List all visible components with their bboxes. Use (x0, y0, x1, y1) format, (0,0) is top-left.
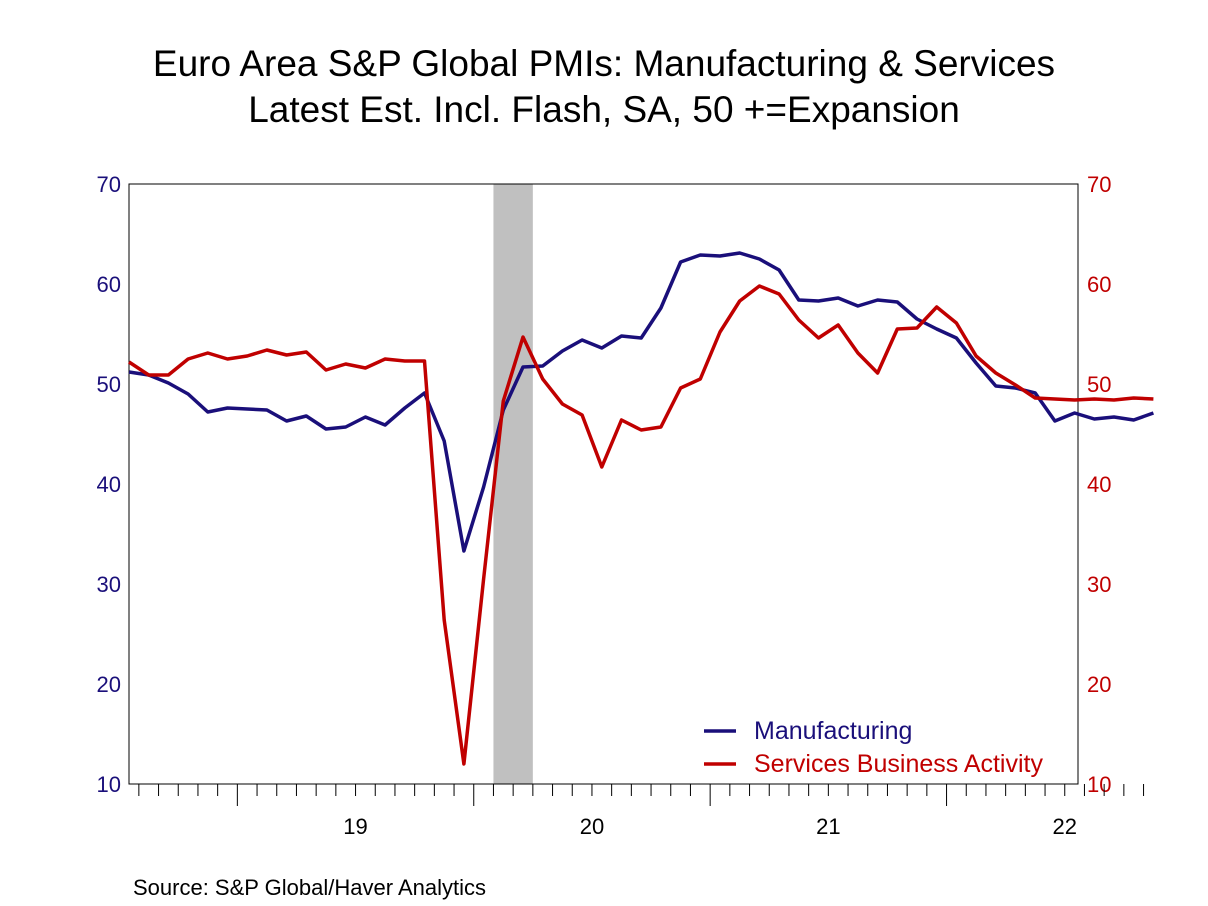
legend-label: Manufacturing (754, 717, 912, 745)
chart-subtitle: Latest Est. Incl. Flash, SA, 50 +=Expans… (248, 89, 960, 130)
y-tick-label-right: 50 (1087, 372, 1111, 397)
shaded-period-layer (493, 184, 533, 784)
x-tick-label: 19 (343, 814, 367, 839)
y-tick-label-left: 10 (97, 772, 121, 797)
legend: Manufacturing Services Business Activity (704, 717, 1043, 778)
series-lines-layer (128, 251, 1154, 766)
y-tick-label-left: 20 (97, 672, 121, 697)
chart-title: Euro Area S&P Global PMIs: Manufacturing… (152, 43, 1056, 84)
y-tick-label-left: 60 (97, 272, 121, 297)
plot-frame (128, 183, 1079, 785)
y-tick-label-left: 70 (97, 172, 121, 197)
shaded-period (493, 184, 533, 784)
y-tick-label-right: 10 (1087, 772, 1111, 797)
x-tick-label: 21 (816, 814, 840, 839)
axes-layer: 10 10 20 20 30 30 40 40 50 50 60 60 70 70 19 20 21 22 (97, 172, 1145, 839)
y-tick-label-right: 70 (1087, 172, 1111, 197)
legend-label: Services Business Activity (754, 750, 1043, 778)
x-tick-label: 20 (580, 814, 604, 839)
y-tick-label-left: 30 (97, 572, 121, 597)
series-line-services (128, 284, 1154, 766)
y-tick-label-left: 50 (97, 372, 121, 397)
y-tick-label-right: 40 (1087, 472, 1111, 497)
y-tick-label-right: 20 (1087, 672, 1111, 697)
source-note: Source: S&P Global/Haver Analytics (133, 875, 486, 900)
x-tick-label: 22 (1053, 814, 1077, 839)
y-tick-label-left: 40 (97, 472, 121, 497)
series-line-manufacturing (128, 251, 1154, 553)
y-tick-label-right: 30 (1087, 572, 1111, 597)
y-tick-label-right: 60 (1087, 272, 1111, 297)
